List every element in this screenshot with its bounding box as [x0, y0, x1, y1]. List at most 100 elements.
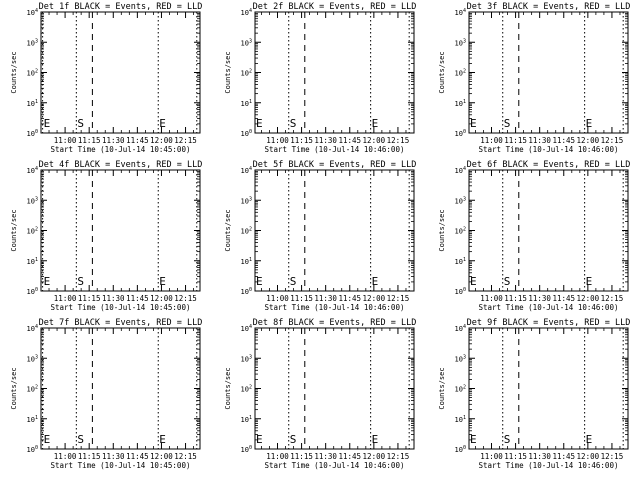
y-tick-label: 101 — [241, 415, 252, 424]
x-axis-label: Start Time (10-Jul-14 10:46:00) — [265, 461, 405, 470]
y-axis-label: Counts/sec — [438, 367, 446, 409]
x-tick-label: 11:30 — [314, 136, 337, 145]
y-tick-label: 102 — [241, 69, 252, 78]
y-tick-label: 101 — [27, 257, 38, 266]
x-tick-label: 11:30 — [528, 294, 551, 303]
chart-panel-3: Det 3f BLACK = Events, RED = LLD 100 101 10… — [438, 2, 630, 154]
x-axis-label: Start Time (10-Jul-14 10:46:00) — [265, 145, 405, 154]
y-tick-label: 102 — [455, 385, 466, 394]
event-marker-label: E — [44, 275, 51, 288]
y-tick-label: 104 — [27, 166, 38, 175]
chart-panel-9: Det 9f BLACK = Events, RED = LLD 100 101 10… — [438, 318, 630, 470]
y-tick-label: 102 — [241, 385, 252, 394]
y-tick-label: 104 — [27, 8, 38, 17]
y-axis-label: Counts/sec — [10, 51, 18, 93]
x-tick-label: 11:15 — [78, 136, 101, 145]
x-tick-label: 11:15 — [290, 294, 313, 303]
x-tick-label: 11:30 — [102, 294, 125, 303]
chart-panel-1: Det 1f BLACK = Events, RED = LLD 100 101 10… — [10, 2, 202, 154]
event-marker-label: S — [504, 275, 511, 288]
y-tick-label: 100 — [241, 445, 252, 454]
x-tick-label: 11:45 — [126, 294, 149, 303]
chart-title: Det 2f BLACK = Events, RED = LLD — [253, 2, 417, 12]
event-marker-label: S — [290, 275, 297, 288]
x-tick-label: 11:30 — [314, 294, 337, 303]
chart-panel-6: Det 6f BLACK = Events, RED = LLD 100 101 10… — [438, 160, 630, 312]
y-tick-label: 101 — [241, 257, 252, 266]
x-axis-label: Start Time (10-Jul-14 10:45:00) — [51, 461, 191, 470]
plot-frame — [254, 327, 415, 450]
x-axis-label: Start Time (10-Jul-14 10:46:00) — [479, 461, 619, 470]
x-tick-label: 12:00 — [150, 452, 173, 461]
y-axis-label: Counts/sec — [10, 367, 18, 409]
x-tick-label: 12:00 — [577, 136, 600, 145]
chart-title: Det 3f BLACK = Events, RED = LLD — [467, 2, 631, 12]
chart-title: Det 7f BLACK = Events, RED = LLD — [39, 318, 203, 328]
y-tick-label: 101 — [27, 99, 38, 108]
x-tick-label: 11:45 — [338, 452, 361, 461]
x-tick-label: 11:00 — [54, 452, 77, 461]
y-tick-label: 104 — [455, 324, 466, 333]
y-tick-label: 100 — [455, 287, 466, 296]
x-axis-label: Start Time (10-Jul-14 10:45:00) — [51, 145, 191, 154]
x-tick-label: 12:15 — [601, 452, 624, 461]
plot-frame — [254, 169, 415, 292]
x-tick-label: 11:00 — [480, 452, 503, 461]
event-marker-label: E — [44, 433, 51, 446]
y-tick-label: 102 — [241, 227, 252, 236]
event-marker-label: E — [159, 117, 166, 130]
x-tick-label: 11:00 — [480, 294, 503, 303]
y-tick-label: 101 — [27, 415, 38, 424]
event-marker-label: E — [586, 275, 593, 288]
x-tick-label: 11:00 — [480, 136, 503, 145]
y-tick-label: 103 — [455, 354, 466, 363]
y-tick-label: 104 — [241, 8, 252, 17]
event-marker-label: S — [77, 433, 84, 446]
chart-panel-2: Det 2f BLACK = Events, RED = LLD 100 101 10… — [224, 2, 416, 154]
y-tick-label: 100 — [27, 129, 38, 138]
y-tick-label: 101 — [455, 257, 466, 266]
chart-panel-8: Det 8f BLACK = Events, RED = LLD 100 101 10… — [224, 318, 416, 470]
x-tick-label: 12:00 — [150, 136, 173, 145]
x-tick-label: 12:15 — [174, 136, 197, 145]
x-tick-label: 11:15 — [504, 294, 527, 303]
y-tick-label: 100 — [241, 129, 252, 138]
event-marker-label: S — [504, 117, 511, 130]
y-tick-label: 104 — [27, 324, 38, 333]
x-tick-label: 11:30 — [528, 136, 551, 145]
event-marker-label: E — [586, 117, 593, 130]
x-tick-label: 12:00 — [363, 452, 386, 461]
plot-frame — [468, 327, 629, 450]
y-tick-label: 100 — [27, 445, 38, 454]
y-tick-label: 100 — [455, 445, 466, 454]
event-marker-label: E — [470, 433, 477, 446]
chart-title: Det 4f BLACK = Events, RED = LLD — [39, 160, 203, 170]
y-tick-label: 100 — [27, 287, 38, 296]
y-axis-label: Counts/sec — [224, 51, 232, 93]
y-axis-label: Counts/sec — [224, 209, 232, 251]
chart-title: Det 1f BLACK = Events, RED = LLD — [39, 2, 203, 12]
y-tick-label: 103 — [27, 38, 38, 47]
y-tick-label: 100 — [241, 287, 252, 296]
x-tick-label: 11:30 — [528, 452, 551, 461]
event-marker-label: E — [470, 117, 477, 130]
y-tick-label: 102 — [27, 385, 38, 394]
x-tick-label: 11:45 — [338, 294, 361, 303]
y-tick-label: 102 — [455, 227, 466, 236]
x-tick-label: 12:15 — [387, 136, 410, 145]
chart-panel-5: Det 5f BLACK = Events, RED = LLD 100 101 10… — [224, 160, 416, 312]
x-tick-label: 11:15 — [290, 452, 313, 461]
x-axis-label: Start Time (10-Jul-14 10:46:00) — [479, 303, 619, 312]
x-tick-label: 11:45 — [552, 452, 575, 461]
x-tick-label: 11:30 — [102, 452, 125, 461]
x-axis-label: Start Time (10-Jul-14 10:46:00) — [265, 303, 405, 312]
x-tick-label: 11:00 — [266, 136, 289, 145]
event-marker-label: E — [256, 433, 263, 446]
plot-frame — [40, 11, 201, 134]
x-tick-label: 12:00 — [363, 294, 386, 303]
event-marker-label: S — [77, 275, 84, 288]
x-tick-label: 11:00 — [54, 294, 77, 303]
chart-title: Det 6f BLACK = Events, RED = LLD — [467, 160, 631, 170]
chart-panel-7: Det 7f BLACK = Events, RED = LLD 100 101 10… — [10, 318, 202, 470]
